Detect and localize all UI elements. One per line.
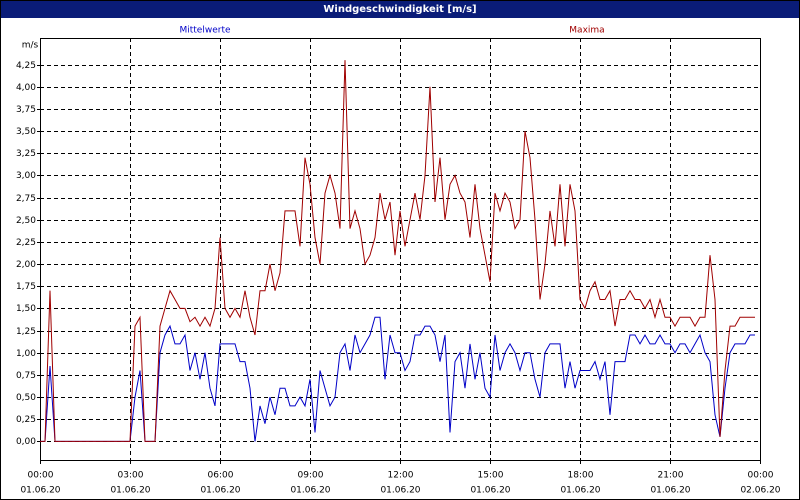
x-tick-label: 21:00 <box>658 471 684 481</box>
y-tick-label: 0,50 <box>16 393 36 403</box>
y-tick-label: 3,75 <box>16 105 36 115</box>
chart-title: Windgeschwindigkeit [m/s] <box>323 4 476 15</box>
series-line <box>40 60 755 442</box>
y-tick-label: 3,50 <box>16 127 36 137</box>
x-tick-date: 01.06.20 <box>560 486 600 496</box>
x-tick-label: 12:00 <box>388 471 414 481</box>
x-tick-date: 01.06.20 <box>470 486 510 496</box>
y-tick-label: 2,75 <box>16 194 36 204</box>
x-tick-label: 09:00 <box>298 471 324 481</box>
series-line <box>40 316 755 442</box>
y-tick-label: 1,75 <box>16 282 36 292</box>
legend-entry: Mittelwerte <box>179 26 230 36</box>
y-tick-label: 3,00 <box>16 171 36 181</box>
x-tick-date: 01.06.20 <box>200 486 240 496</box>
y-tick-label: 0,00 <box>16 437 36 447</box>
y-tick-label: 1,00 <box>16 349 36 359</box>
x-tick-label: 00:00 <box>28 471 54 481</box>
x-tick-label: 18:00 <box>568 471 594 481</box>
y-tick-label: 2,00 <box>16 260 36 270</box>
y-tick-label: 2,25 <box>16 238 36 248</box>
x-tick-date: 01.06.20 <box>20 486 60 496</box>
x-tick-date: 01.06.20 <box>380 486 420 496</box>
x-tick-label: 03:00 <box>118 471 144 481</box>
y-tick-label: 0,75 <box>16 371 36 381</box>
y-tick-label: 1,25 <box>16 327 36 337</box>
y-tick-label: 3,25 <box>16 149 36 159</box>
y-tick-label: 2,50 <box>16 216 36 226</box>
x-tick-label: 15:00 <box>478 471 504 481</box>
legend-entry: Maxima <box>569 26 604 36</box>
y-tick-label: 1,50 <box>16 304 36 314</box>
y-tick-label: 4,00 <box>16 83 36 93</box>
x-tick-label: 00:00 <box>748 471 774 481</box>
x-tick-date: 01.06.20 <box>110 486 150 496</box>
x-tick-date: 01.06.20 <box>290 486 330 496</box>
y-axis-label: m/s <box>22 41 39 51</box>
y-tick-label: 4,25 <box>16 61 36 71</box>
x-tick-label: 06:00 <box>208 471 234 481</box>
title-bar <box>0 0 800 18</box>
plot-frame <box>40 38 761 461</box>
x-tick-date: 02.06.20 <box>740 486 780 496</box>
y-tick-label: 0,25 <box>16 415 36 425</box>
x-tick-date: 01.06.20 <box>650 486 690 496</box>
